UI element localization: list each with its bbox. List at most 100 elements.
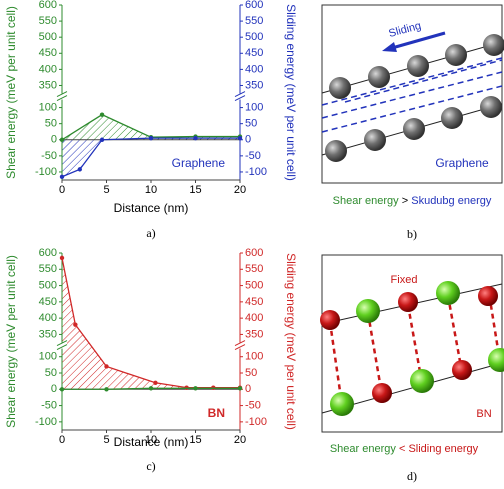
break-mark [234,95,246,101]
point [59,255,65,261]
y2-tick-label: -50 [245,150,261,162]
caption-part: > [402,195,408,207]
y2-tick-label: 0 [245,134,251,146]
axis-break [235,93,245,100]
panel-label: c) [146,459,155,473]
series-line [61,137,240,178]
y2-tick-label: 500 [245,279,263,291]
point [184,385,189,390]
y2-axis-label: Sliding energy (meV per unit cell) [284,253,298,430]
y-tick-label: 550 [39,15,57,27]
y2-tick-label: 50 [245,367,257,379]
chart: -100-50050100350400450500550600-100-5005… [4,247,298,473]
y2-tick-label: 550 [245,15,263,27]
y2-tick-label: 550 [245,263,263,275]
bond-lines [321,57,503,133]
point [148,386,154,391]
x-tick-label: 20 [234,184,246,196]
x-tick-label: 5 [103,434,109,446]
x-axis-label: Distance (nm) [114,201,189,215]
y-tick-label: 350 [39,79,57,91]
x-tick-label: 0 [59,434,65,446]
x-tick-label: 20 [234,434,246,446]
x-tick-label: 5 [103,184,109,196]
top-label: Fixed [391,274,418,286]
y2-tick-label: 350 [245,79,263,91]
y2-tick-label: 400 [245,312,263,324]
y-tick-label: 400 [39,312,57,324]
y-tick-label: 600 [39,0,57,11]
break-mark [234,344,246,351]
point [59,387,65,392]
y-tick-label: -100 [35,166,57,178]
point [99,137,105,142]
point [99,112,105,117]
x-tick-label: 10 [145,184,157,196]
material-label: BN [476,408,491,420]
atoms [325,34,504,162]
caption-part: < [399,443,405,455]
axis-break [57,93,67,100]
break-mark [56,91,68,97]
point [148,135,154,141]
chart: -100 -50 0 50 100 350 400 450 500 550 600 -100 -50 0 5… [4,0,298,240]
y-tick-label: 500 [39,279,57,291]
y2-tick-label: 400 [245,63,263,75]
y-tick-label: -100 [35,416,57,428]
y-tick-label: 500 [39,31,57,43]
y2-tick-label: 100 [245,101,263,113]
y2-tick-label: 100 [245,351,263,363]
y-axis-label: Shear energy (meV per unit cell) [4,255,18,428]
point [73,322,78,327]
hatch-area [62,257,240,390]
caption: Shear energy < Sliding energy [330,443,479,455]
break-mark [56,95,68,101]
point [77,167,83,172]
y-tick-label: 600 [39,247,57,259]
break-mark [56,344,68,351]
x-tick-label: 0 [59,184,65,196]
y2-tick-label: 0 [245,383,251,395]
x-tick-label: 10 [145,434,157,446]
material-label: Graphene [435,156,489,170]
panel-label: b) [407,227,417,241]
point [59,174,65,179]
y-tick-label: 450 [39,47,57,59]
y-tick-label: 450 [39,296,57,308]
y-tick-label: 100 [39,351,57,363]
arrow [391,31,446,50]
point [104,387,109,392]
annotation: Graphene [172,156,226,170]
axis-break [235,342,245,349]
axis-break [57,342,67,349]
y2-axis-label: Sliding energy (meV per unit cell) [284,4,298,181]
y-tick-label: 550 [39,263,57,275]
y2-tick-label: 350 [245,328,263,340]
y-tick-label: 350 [39,328,57,340]
hatch-area [62,138,240,177]
caption-part: Skudubg energy [411,195,492,207]
panel-b: Sliding Graphene Shear energy > Skudubg … [321,4,504,241]
y-axis-label: Shear energy (meV per unit cell) [4,6,18,179]
y2-tick-label: -50 [245,399,261,411]
y2-tick-label: -100 [245,416,267,428]
y2-tick-label: 50 [245,118,257,130]
caption: Shear energy > Skudubg energy [333,195,492,207]
break-mark [56,340,68,347]
x-tick-label: 15 [189,434,201,446]
caption-part: Shear energy [330,443,397,455]
y2-tick-label: 600 [245,0,263,11]
panel-label: d) [407,469,417,483]
y2-tick-label: 500 [245,31,263,43]
arrow-head [382,42,397,52]
y-tick-label: -50 [41,150,57,162]
y-tick-label: 50 [45,367,57,379]
y-tick-label: -50 [41,399,57,411]
y-tick-label: 100 [39,101,57,113]
y2-tick-label: -100 [245,166,267,178]
y2-tick-label: 600 [245,247,263,259]
y-tick-label: 400 [39,63,57,75]
hatch-area [62,114,240,140]
break-mark [234,340,246,347]
